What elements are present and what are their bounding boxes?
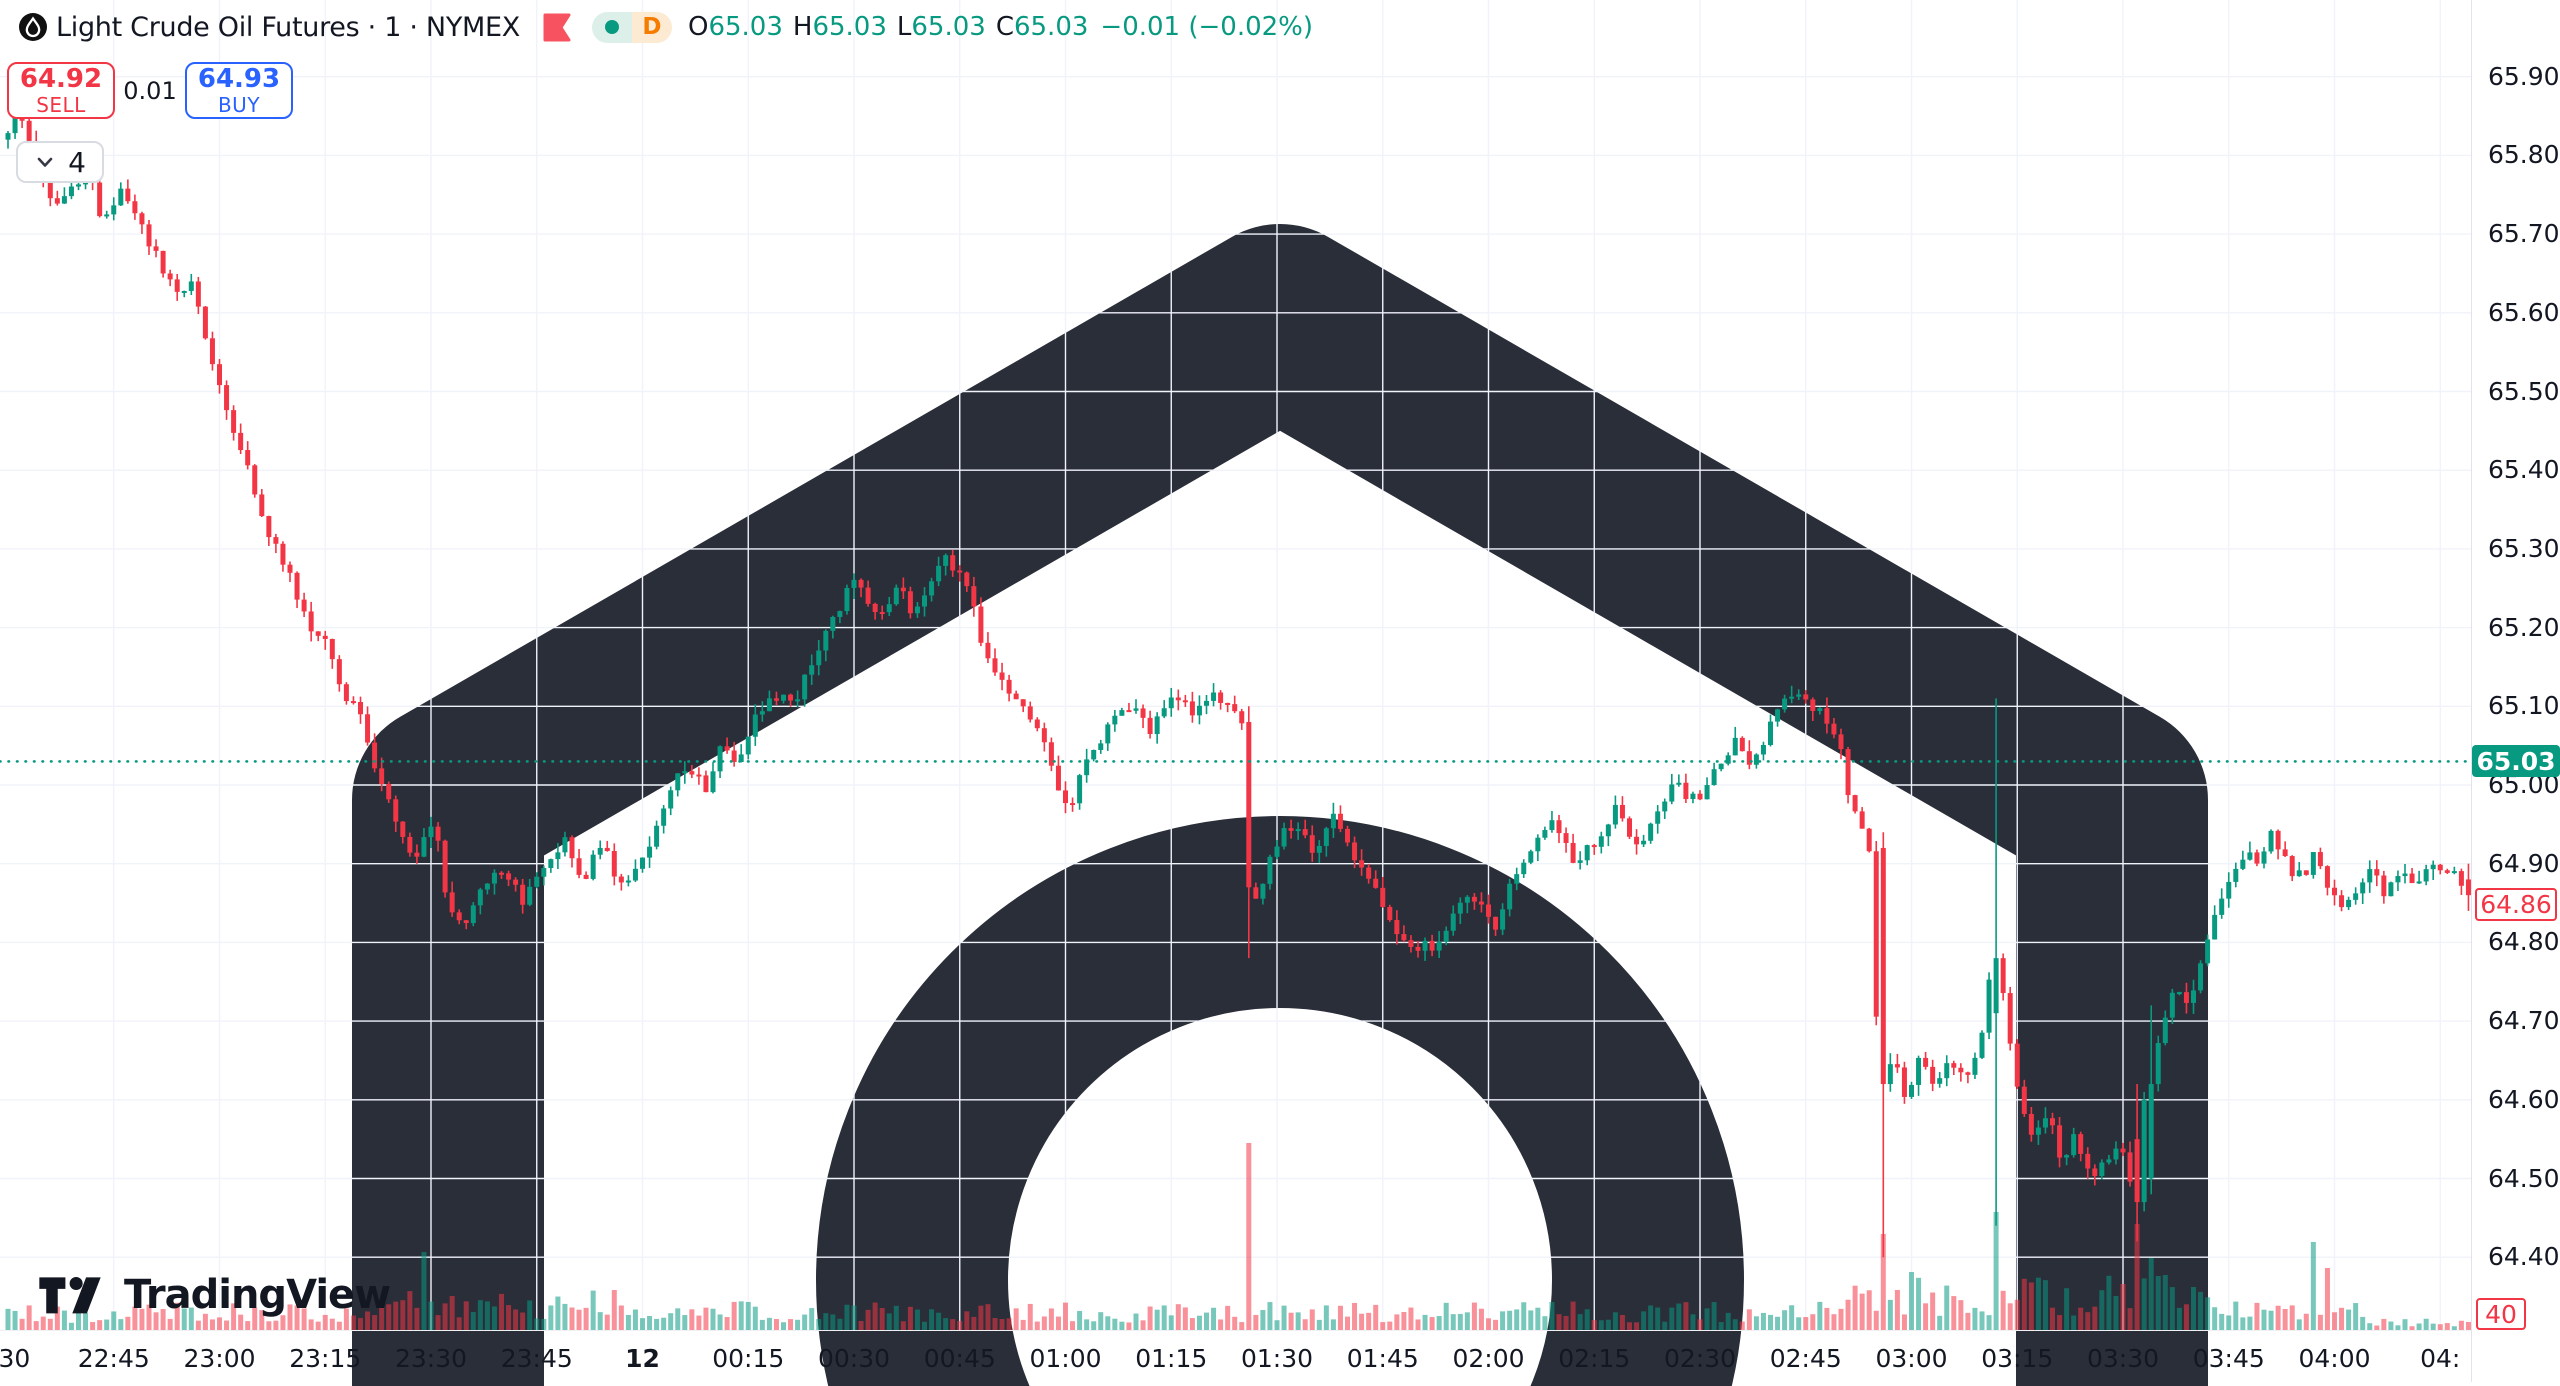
time-tick-label: 22:45 [77, 1344, 150, 1373]
time-tick-label: 03:00 [1875, 1344, 1948, 1373]
sell-label: SELL [36, 92, 86, 117]
change-value: −0.01 (−0.02%) [1100, 12, 1314, 42]
high-label: H [792, 12, 813, 42]
price-tick-label: 65.10 [2488, 691, 2560, 721]
buy-button[interactable]: 64.93 BUY [185, 62, 293, 119]
low-value: 65.03 [911, 12, 986, 42]
price-tick-label: 64.50 [2488, 1163, 2560, 1193]
time-tick-label: 30 [0, 1344, 31, 1373]
sell-price: 64.92 [19, 63, 103, 94]
volume-value-label: 40 [2476, 1298, 2526, 1330]
time-tick-label: 23:30 [394, 1344, 468, 1373]
buy-label: BUY [217, 92, 261, 117]
time-tick-label: 03:45 [2192, 1344, 2265, 1373]
time-tick-label: 00:30 [817, 1344, 891, 1373]
time-tick-label: 01:00 [1029, 1344, 1102, 1373]
time-tick-label: 23:15 [289, 1344, 362, 1373]
market-status-dot-icon[interactable] [591, 11, 632, 43]
time-tick-label: 01:30 [1240, 1344, 1314, 1373]
flag-icon[interactable] [542, 12, 572, 43]
close-label: C [995, 12, 1014, 42]
price-tick-label: 65.40 [2488, 455, 2560, 485]
price-tick-label: 65.80 [2488, 140, 2560, 170]
spread-value: 0.01 [123, 76, 177, 105]
price-tick-label: 64.80 [2488, 927, 2560, 957]
delayed-data-badge[interactable]: D [631, 11, 672, 43]
time-tick-label: 23:00 [183, 1344, 256, 1373]
oil-symbol-icon [19, 13, 47, 41]
price-axis-separator [2471, 0, 2472, 1382]
time-tick-label: 03:15 [1981, 1344, 2054, 1373]
symbol-title[interactable]: Light Crude Oil Futures · 1 · NYMEX [56, 11, 520, 43]
time-tick-label: 23:45 [500, 1344, 573, 1373]
widget-count: 4 [68, 145, 86, 179]
time-tick-label: 12 [625, 1344, 660, 1373]
time-tick-label: 03:30 [2086, 1344, 2160, 1373]
prev-close-price-label: 65.03 [2472, 745, 2560, 778]
grid-lines [0, 0, 2471, 1330]
close-value: 65.03 [1013, 12, 1089, 42]
high-value: 65.03 [812, 12, 887, 42]
tradingview-wordmark: TradingView [124, 1272, 391, 1318]
price-tick-label: 64.40 [2488, 1242, 2560, 1272]
time-tick-label: 02:00 [1452, 1344, 1525, 1373]
price-tick-label: 65.90 [2488, 61, 2560, 91]
price-tick-label: 64.60 [2488, 1084, 2560, 1114]
symbol-header: Light Crude Oil Futures · 1 · NYMEX D O6… [18, 10, 1313, 44]
price-tick-label: 65.60 [2488, 297, 2560, 327]
price-tick-label: 65.30 [2488, 533, 2560, 563]
tradingview-mark-icon [39, 1276, 101, 1314]
last-price-label: 64.86 [2475, 888, 2557, 922]
price-tick-label: 65.50 [2488, 376, 2560, 406]
low-label: L [896, 12, 912, 42]
open-label: O [687, 12, 709, 42]
candles [5, 107, 2471, 1258]
chevron-down-icon [37, 157, 53, 167]
time-tick-label: 02:45 [1769, 1344, 1842, 1373]
time-tick-label: 00:45 [923, 1344, 996, 1373]
price-tick-label: 65.70 [2488, 219, 2560, 249]
volume-bars [5, 1143, 2471, 1330]
status-pill: D [591, 11, 672, 43]
time-tick-label: 02:15 [1558, 1344, 1631, 1373]
open-value: 65.03 [708, 12, 783, 42]
time-axis-separator [0, 1330, 2471, 1331]
price-tick-label: 64.90 [2488, 848, 2560, 878]
ohlc-legend: O65.03 H65.03 L65.03 C65.03 −0.01 (−0.02… [688, 12, 1313, 42]
time-tick-label: 04:00 [2298, 1344, 2371, 1373]
tradingview-logo[interactable]: TradingView [30, 1272, 391, 1318]
price-tick-label: 65.20 [2488, 612, 2560, 642]
time-tick-label: 00:15 [712, 1344, 785, 1373]
buy-price: 64.93 [197, 63, 281, 94]
time-tick-label: 04: [2420, 1344, 2461, 1373]
time-tick-label: 01:15 [1135, 1344, 1208, 1373]
time-tick-label: 01:45 [1346, 1344, 1419, 1373]
collapsed-toolbar-widget[interactable]: 4 [16, 141, 104, 183]
price-tick-label: 64.70 [2488, 1006, 2560, 1036]
sell-button[interactable]: 64.92 SELL [7, 62, 115, 119]
time-tick-label: 02:30 [1663, 1344, 1737, 1373]
